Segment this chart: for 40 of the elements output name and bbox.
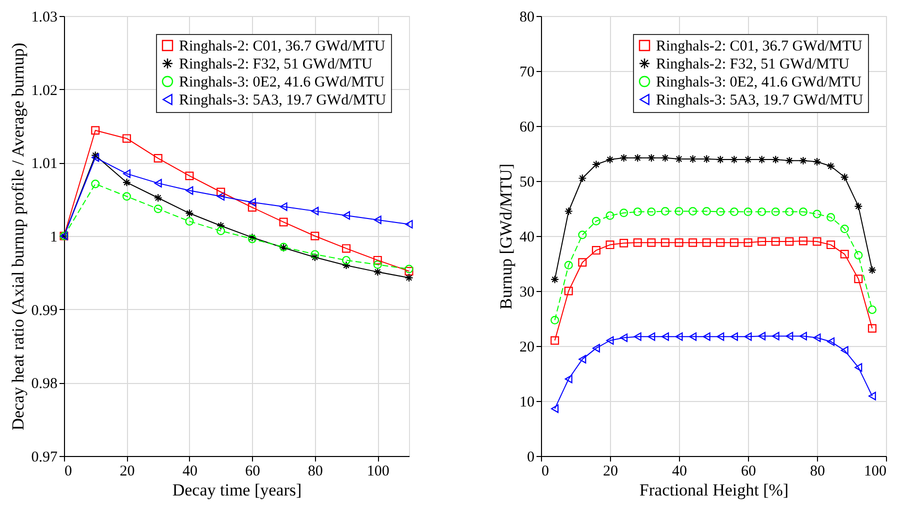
legend-label: Ringhals-3: 5A3, 19.7 GWd/MTU [656, 92, 864, 108]
y-tick-label: 80 [520, 10, 534, 26]
y-tick-label: 50 [520, 174, 534, 190]
y-tick-label: 30 [520, 284, 534, 300]
y-tick-label: 0.98 [31, 376, 58, 392]
x-tick-label: 20 [120, 464, 135, 480]
legend-label: Ringhals-2: F32, 51 GWd/MTU [656, 56, 850, 72]
y-tick-label: 0.97 [31, 450, 58, 466]
y-axis-title: Burnup [GWd/MTU] [496, 164, 516, 310]
x-axis-title: Decay time [years] [172, 480, 302, 500]
y-tick-label: 1.03 [31, 10, 58, 26]
y-tick-label: 70 [520, 64, 534, 80]
y-tick-label: 10 [520, 394, 534, 410]
x-tick-label: 40 [672, 464, 687, 480]
legend-label: Ringhals-2: F32, 51 GWd/MTU [179, 56, 372, 72]
y-tick-label: 0.99 [31, 302, 58, 319]
y-tick-label: 60 [520, 120, 534, 136]
legend-label: Ringhals-3: 0E2, 41.6 GWd/MTU [179, 74, 385, 90]
y-tick-label: 1.02 [31, 82, 58, 99]
x-tick-label: 80 [810, 464, 825, 480]
x-tick-label: 0 [64, 464, 72, 480]
x-tick-label: 100 [366, 464, 390, 480]
x-tick-label: 100 [864, 464, 886, 480]
y-tick-label: 20 [520, 340, 534, 356]
legend-label: Ringhals-2: C01, 36.7 GWd/MTU [179, 38, 386, 54]
x-tick-label: 60 [245, 464, 260, 480]
x-tick-label: 80 [308, 464, 323, 480]
y-tick-label: 40 [520, 230, 534, 246]
y-tick-label: 0 [527, 450, 534, 466]
y-tick-label: 1.01 [31, 156, 58, 172]
x-tick-label: 40 [182, 464, 198, 480]
y-axis-title: Decay heat ratio (Axial burnup profile / Average burnup) [8, 42, 28, 430]
x-tick-label: 0 [542, 464, 549, 480]
legend-label: Ringhals-2: C01, 36.7 GWd/MTU [656, 38, 862, 54]
y-tick-label: 1 [50, 230, 58, 246]
legend-label: Ringhals-3: 5A3, 19.7 GWd/MTU [179, 92, 386, 108]
legend-label: Ringhals-3: 0E2, 41.6 GWd/MTU [656, 74, 862, 90]
x-tick-label: 20 [603, 464, 618, 480]
x-tick-label: 60 [741, 464, 756, 480]
x-axis-title: Fractional Height [%] [639, 480, 789, 500]
